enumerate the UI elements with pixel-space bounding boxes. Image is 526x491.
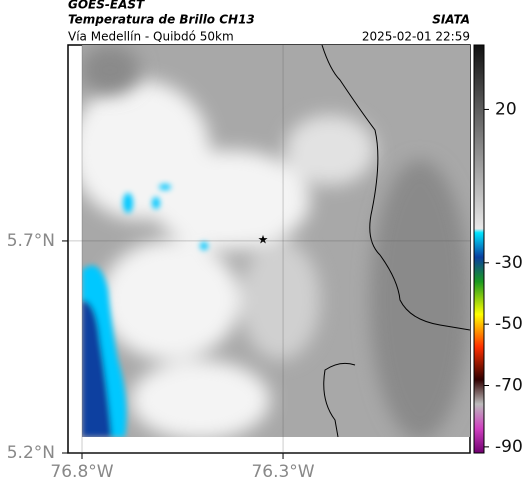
region: Vía Medellín - Quibdó 50km bbox=[68, 30, 234, 44]
y-tick-label: 5.7°N bbox=[7, 231, 55, 251]
y-tick-label: 5.2°N bbox=[7, 443, 55, 463]
colorbar-label: -30 bbox=[495, 253, 523, 273]
x-tick-label: 76.3°W bbox=[251, 462, 314, 482]
colorbar-label: -70 bbox=[495, 376, 523, 396]
datetime: 2025-02-01 22:59 bbox=[362, 30, 470, 44]
source: SIATA bbox=[432, 13, 470, 27]
satellite: GOES-EAST bbox=[68, 0, 145, 12]
colorbar bbox=[473, 44, 485, 454]
colorbar-label: 20 bbox=[495, 99, 517, 119]
colorbar-label: -90 bbox=[495, 437, 523, 457]
x-tick-label: 76.8°W bbox=[50, 462, 113, 482]
colorbar-label: -50 bbox=[495, 314, 523, 334]
svg-text:★: ★ bbox=[258, 233, 269, 247]
satellite-image: ★ bbox=[82, 45, 470, 437]
product: Temperatura de Brillo CH13 bbox=[68, 13, 255, 27]
